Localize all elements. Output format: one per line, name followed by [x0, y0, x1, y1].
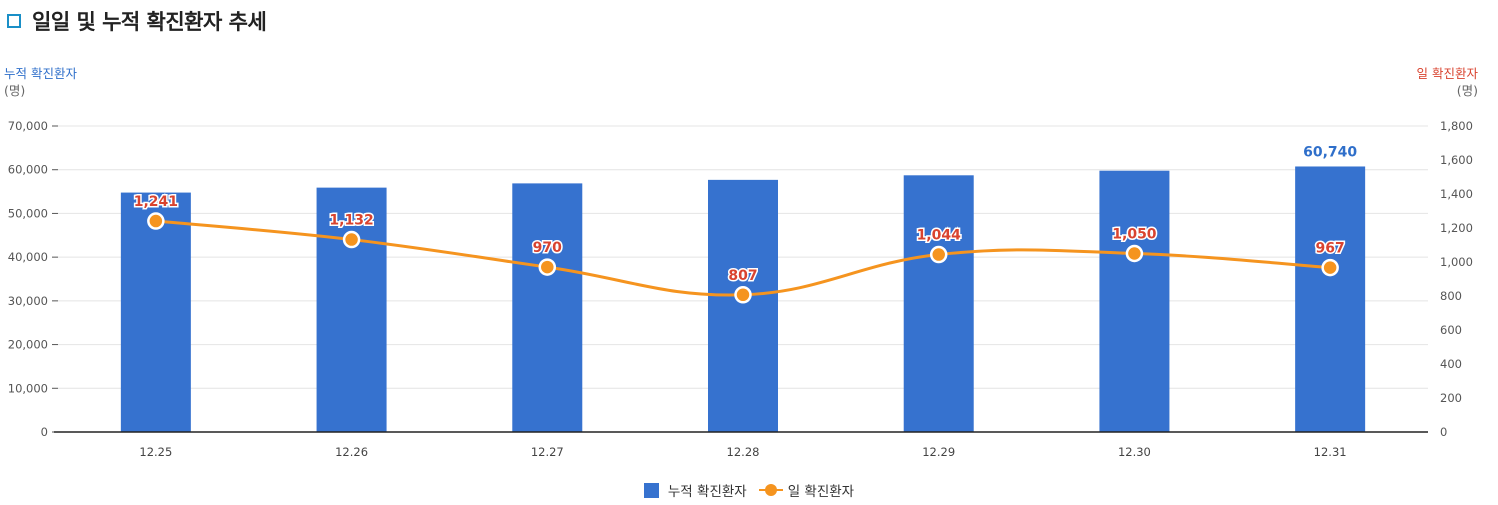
- legend-item-cumulative[interactable]: 누적 확진환자: [643, 480, 747, 500]
- daily-data-label: 970: [533, 240, 562, 256]
- x-tick-label: 12.27: [531, 445, 564, 459]
- daily-data-label: 807: [728, 268, 757, 284]
- right-tick-label: 1,200: [1440, 221, 1473, 235]
- daily-data-label: 1,132: [329, 213, 373, 229]
- left-axis-title: 누적 확진환자 (명): [4, 65, 77, 99]
- x-tick-label: 12.26: [335, 445, 368, 459]
- right-tick-label: 600: [1440, 323, 1462, 337]
- legend-item-daily[interactable]: 일 확진환자: [758, 480, 855, 500]
- right-tick-label: 1,400: [1440, 187, 1473, 201]
- left-axis-unit: (명): [4, 83, 26, 98]
- daily-data-label: 967: [1316, 241, 1345, 257]
- bar-cumulative: [1099, 170, 1170, 432]
- right-axis-title: 일 확진환자 (명): [1417, 65, 1478, 99]
- x-tick-label: 12.31: [1314, 445, 1347, 459]
- bar-cumulative: [708, 179, 778, 432]
- legend: 누적 확진환자 일 확진환자: [0, 480, 1498, 500]
- daily-data-label: 1,044: [917, 228, 962, 244]
- daily-data-label: 1,050: [1112, 227, 1157, 243]
- daily-point: [929, 245, 948, 264]
- left-tick-label: 50,000: [8, 206, 48, 220]
- chart-header: 일일 및 누적 확진환자 추세: [7, 6, 267, 36]
- left-tick-label: 20,000: [8, 338, 48, 352]
- daily-point: [147, 212, 165, 230]
- legend-line-marker-icon: [758, 484, 783, 496]
- left-tick-label: 60,000: [8, 163, 48, 177]
- daily-point: [734, 286, 752, 304]
- bar-cumulative: [512, 183, 583, 432]
- left-tick-label: 0: [41, 425, 48, 439]
- left-tick-label: 70,000: [8, 119, 48, 133]
- left-tick-label: 10,000: [8, 381, 48, 395]
- right-tick-label: 1,600: [1440, 153, 1473, 167]
- right-axis-unit: (명): [1456, 83, 1478, 98]
- bar-data-label: 60,740: [1303, 144, 1357, 160]
- daily-point: [538, 258, 557, 276]
- x-tick-label: 12.29: [922, 445, 955, 459]
- legend-label-cumulative: 누적 확진환자: [667, 484, 747, 500]
- x-tick-label: 12.28: [727, 445, 760, 459]
- left-axis-name: 누적 확진환자: [4, 66, 77, 81]
- right-axis-name: 일 확진환자: [1416, 66, 1478, 81]
- x-tick-label: 12.25: [139, 445, 172, 459]
- daily-point: [1321, 258, 1339, 277]
- legend-bar-swatch: [643, 482, 659, 498]
- bar-cumulative: [1295, 166, 1366, 432]
- right-tick-label: 400: [1440, 357, 1462, 371]
- left-tick-label: 40,000: [8, 250, 48, 264]
- x-tick-label: 12.30: [1118, 445, 1151, 459]
- daily-data-label: 1,241: [134, 194, 178, 210]
- daily-point: [1125, 244, 1144, 263]
- legend-label-daily: 일 확진환자: [787, 484, 855, 500]
- bar-cumulative: [903, 175, 974, 432]
- right-tick-label: 1,000: [1440, 255, 1473, 269]
- daily-point: [342, 230, 361, 249]
- page-title: 일일 및 누적 확진환자 추세: [32, 10, 267, 34]
- right-tick-label: 0: [1440, 425, 1447, 439]
- bar-cumulative: [120, 192, 191, 432]
- right-tick-label: 800: [1440, 289, 1462, 303]
- right-tick-label: 1,800: [1440, 119, 1473, 133]
- bar-cumulative: [316, 187, 387, 432]
- left-tick-label: 30,000: [8, 294, 48, 308]
- square-bullet-icon: [7, 14, 21, 28]
- right-tick-label: 200: [1440, 391, 1462, 405]
